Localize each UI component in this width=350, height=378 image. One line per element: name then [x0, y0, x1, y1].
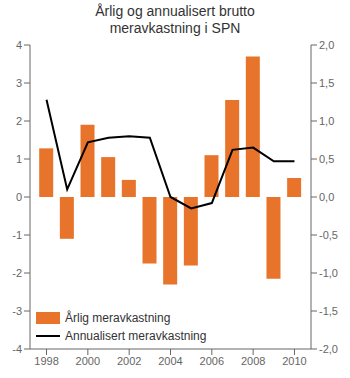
svg-text:2: 2 [16, 115, 22, 127]
html-text:Årlig meravkastning: Årlig meravkastning [65, 311, 171, 325]
svg-text:-1,5: -1,5 [319, 305, 338, 317]
svg-text:1: 1 [16, 153, 22, 165]
svg-text:-0,5: -0,5 [319, 229, 338, 241]
svg-text:2000: 2000 [76, 355, 100, 367]
svg-text:4: 4 [16, 40, 22, 51]
svg-text:2,0: 2,0 [319, 40, 334, 51]
svg-text:-1: -1 [12, 229, 22, 241]
svg-text:0: 0 [16, 191, 22, 203]
svg-text:0,5: 0,5 [319, 153, 334, 165]
svg-text:1,5: 1,5 [319, 77, 334, 89]
svg-text:2010: 2010 [282, 355, 306, 367]
html-text:Årlig og annualisert brutto: Årlig og annualisert brutto [95, 3, 255, 19]
svg-text:0,0: 0,0 [319, 191, 334, 203]
html-text:meravkastning i SPN: meravkastning i SPN [109, 20, 241, 36]
svg-text:-2,0: -2,0 [319, 343, 338, 355]
svg-text:2008: 2008 [241, 355, 265, 367]
svg-text:1998: 1998 [34, 355, 58, 367]
svg-text:-2: -2 [12, 267, 22, 279]
svg-text:-3: -3 [12, 305, 22, 317]
svg-text:3: 3 [16, 77, 22, 89]
svg-text:2002: 2002 [117, 355, 141, 367]
svg-text:1,0: 1,0 [319, 115, 334, 127]
svg-text:2006: 2006 [200, 355, 224, 367]
svg-text:2004: 2004 [158, 355, 182, 367]
svg-text:-1,0: -1,0 [319, 267, 338, 279]
svg-text:-4: -4 [12, 343, 22, 355]
html-text:Annualisert meravkastning: Annualisert meravkastning [65, 329, 207, 343]
